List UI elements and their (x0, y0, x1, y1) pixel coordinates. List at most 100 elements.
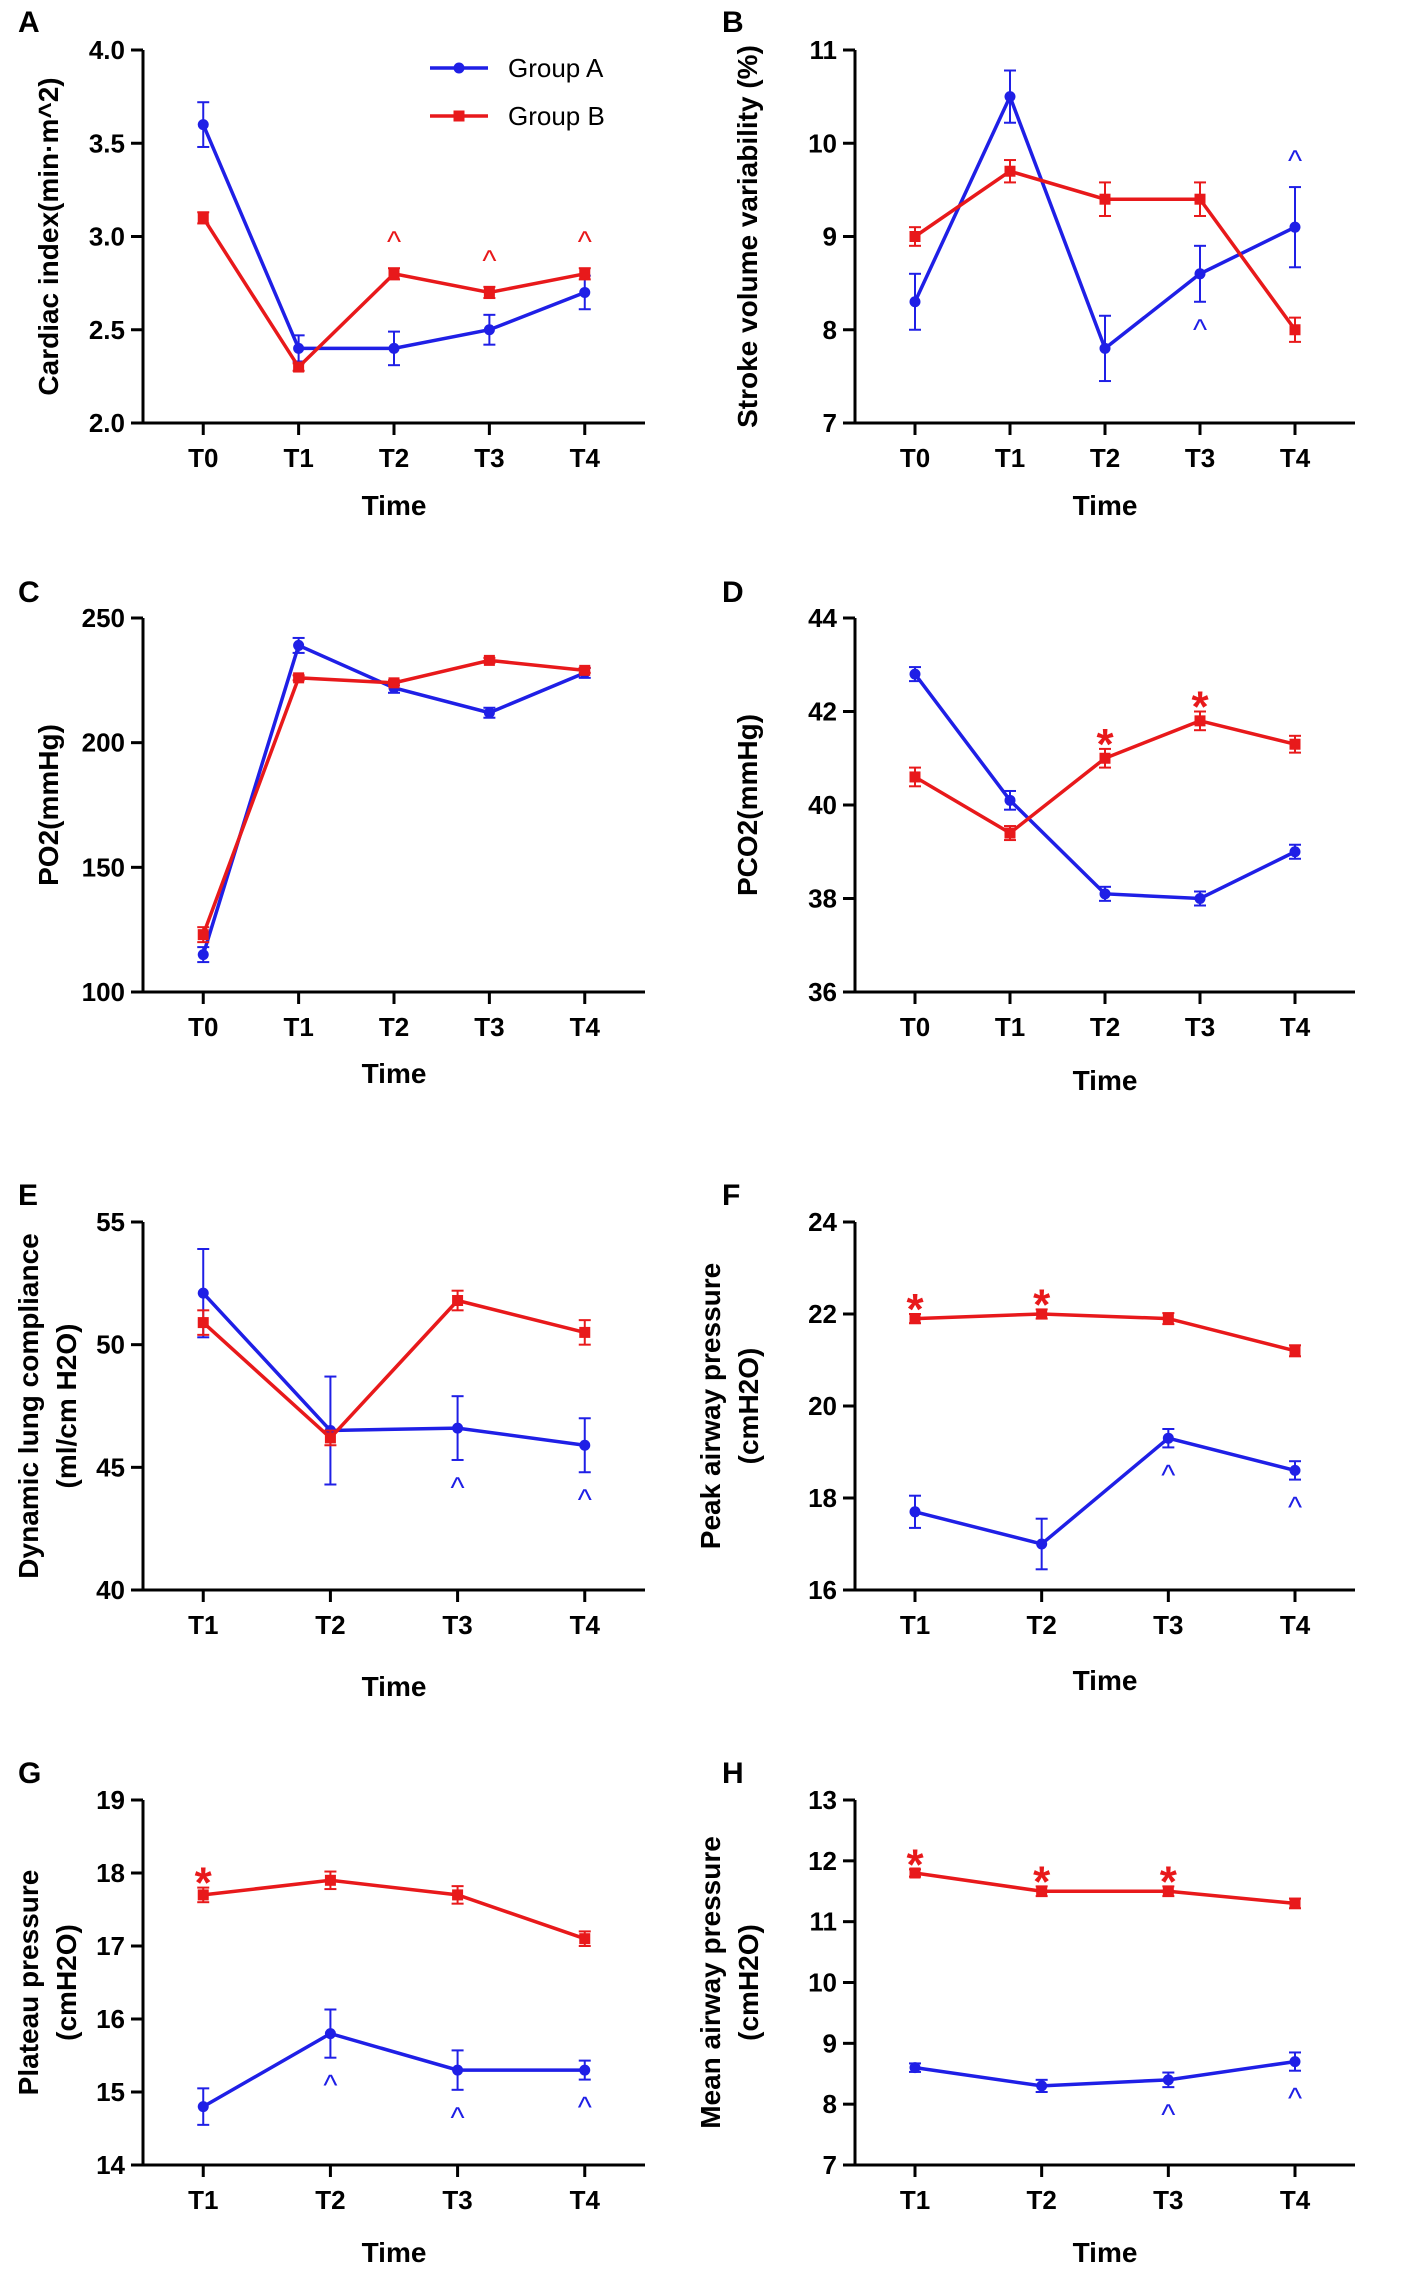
x-tick-label: T1 (188, 2185, 218, 2215)
y-tick-label: 11 (810, 35, 838, 65)
significance-star: * (1033, 1857, 1051, 1906)
data-point-group-a (452, 2064, 464, 2076)
significance-caret: ^ (387, 226, 401, 259)
data-point-group-a (197, 949, 209, 961)
series-line-group-a (913, 92, 1296, 352)
data-point-group-b (1162, 1313, 1174, 1325)
y-tick-label: 10 (808, 1968, 837, 1998)
data-point-group-b (197, 1317, 209, 1329)
y-tick-label: 9 (823, 2028, 837, 2058)
significance-caret: ^ (1161, 2099, 1175, 2132)
significance-caret: ^ (451, 2102, 465, 2135)
y-tick-label: 10 (808, 128, 837, 158)
data-point-group-b (197, 1889, 209, 1901)
x-tick-label: T0 (188, 1012, 218, 1042)
panel-letter: D (722, 576, 744, 609)
data-point-group-b (1036, 1885, 1048, 1897)
data-point-group-a (1162, 2074, 1174, 2086)
y-tick-label: 3.0 (89, 222, 125, 252)
data-point-group-a (1289, 846, 1301, 858)
significance-star: * (1191, 683, 1209, 732)
y-tick-label: 15 (96, 2077, 125, 2107)
significance-caret: ^ (578, 1484, 592, 1517)
y-tick-label: 18 (808, 1483, 837, 1513)
y-tick-label: 38 (808, 884, 837, 914)
y-tick-label: 13 (808, 1785, 837, 1815)
data-point-group-b (483, 286, 495, 298)
panel-letter: C (18, 576, 40, 609)
data-point-group-a (909, 2062, 921, 2074)
significance-caret: ^ (1161, 1459, 1175, 1492)
data-point-group-b (1289, 324, 1301, 336)
y-tick-label: 250 (82, 603, 125, 633)
data-point-group-a (293, 639, 305, 651)
data-point-group-a (483, 707, 495, 719)
x-tick-label: T3 (1185, 1012, 1215, 1042)
significance-caret: ^ (1288, 145, 1302, 178)
x-tick-label: T1 (995, 443, 1025, 473)
series-line-group-b (914, 1312, 1296, 1353)
significance-star: * (1033, 1280, 1051, 1329)
x-tick-label: T4 (570, 1012, 601, 1042)
panel-letter: A (18, 6, 40, 39)
y-tick-label: 8 (823, 2089, 837, 2119)
series-line-group-a (913, 673, 1296, 901)
x-tick-label: T1 (995, 1012, 1025, 1042)
y-axis-title: PO2(mmHg) (33, 724, 64, 886)
data-point-group-a (197, 1287, 209, 1299)
data-point-group-a (324, 2028, 336, 2040)
y-tick-label: 40 (96, 1575, 125, 1605)
data-point-group-b (452, 1295, 464, 1307)
y-tick-label: 9 (823, 222, 837, 252)
significance-star: * (1160, 1857, 1178, 1906)
y-axis-title-line: Stroke volume variability (%) (732, 45, 763, 428)
data-point-group-b (909, 1867, 921, 1879)
panel-letter: F (722, 1179, 740, 1212)
significance-caret: ^ (1288, 1492, 1302, 1525)
y-tick-label: 16 (808, 1575, 837, 1605)
data-point-group-b (1194, 193, 1206, 205)
y-axis-title-line: Plateau pressure (13, 1870, 44, 2096)
series-line-group-a (201, 1291, 585, 1447)
x-tick-label: T2 (1090, 443, 1120, 473)
panel-f: F 16 18 20 22 24 T1 T2 T3 T4 Time Peak airway press… (695, 1179, 1355, 1696)
panel-c: C 100 150 200 250 T0 T1 T2 T3 T4 Time PO2(mmHg) (18, 576, 645, 1089)
x-axis-title: Time (362, 1058, 427, 1089)
data-point-group-a (579, 286, 591, 298)
x-tick-label: T0 (188, 443, 218, 473)
panel-letter: H (722, 1757, 744, 1790)
data-point-group-a (1289, 2056, 1301, 2068)
y-tick-label: 11 (810, 1907, 838, 1937)
data-point-group-a (1289, 221, 1301, 233)
data-point-group-a (909, 1506, 921, 1518)
y-axis-title-line: Peak airway pressure (695, 1263, 726, 1549)
x-tick-label: T2 (379, 1012, 409, 1042)
data-point-group-a (197, 119, 209, 131)
y-axis-title-line: (cmH2O) (733, 1348, 764, 1465)
y-axis-title-line: Cardiac index(min·m^2) (33, 77, 64, 395)
data-point-group-b (293, 361, 305, 373)
significance-caret: ^ (1288, 2083, 1302, 2116)
x-tick-label: T3 (474, 443, 504, 473)
y-tick-label: 22 (808, 1299, 837, 1329)
y-axis-title: Stroke volume variability (%) (732, 45, 763, 428)
x-axis-title: Time (362, 1671, 427, 1702)
x-axis-title: Time (1073, 1665, 1138, 1696)
significance-caret: ^ (578, 226, 592, 259)
x-axis-title: Time (1073, 1065, 1138, 1096)
y-tick-label: 50 (96, 1330, 125, 1360)
panel-d: D 36 38 40 42 44 T0 T1 T2 T3 T4 Time PCO2(mmHg) * * (722, 576, 1355, 1096)
y-tick-label: 55 (96, 1207, 125, 1237)
y-tick-label: 40 (808, 790, 837, 820)
panel-h: H 7 8 9 10 11 12 13 T1 T2 T3 T4 Time Mean airway pres… (695, 1757, 1355, 2268)
series-line-group-b (202, 1298, 586, 1441)
x-tick-label: T4 (1280, 2185, 1311, 2215)
data-point-group-a (388, 342, 400, 354)
data-point-group-b (1289, 738, 1301, 750)
significance-star: * (906, 1285, 924, 1334)
data-point-group-b (1004, 827, 1016, 839)
x-tick-label: T0 (900, 1012, 930, 1042)
panel-letter: E (18, 1179, 38, 1212)
y-tick-label: 7 (823, 2150, 837, 2180)
